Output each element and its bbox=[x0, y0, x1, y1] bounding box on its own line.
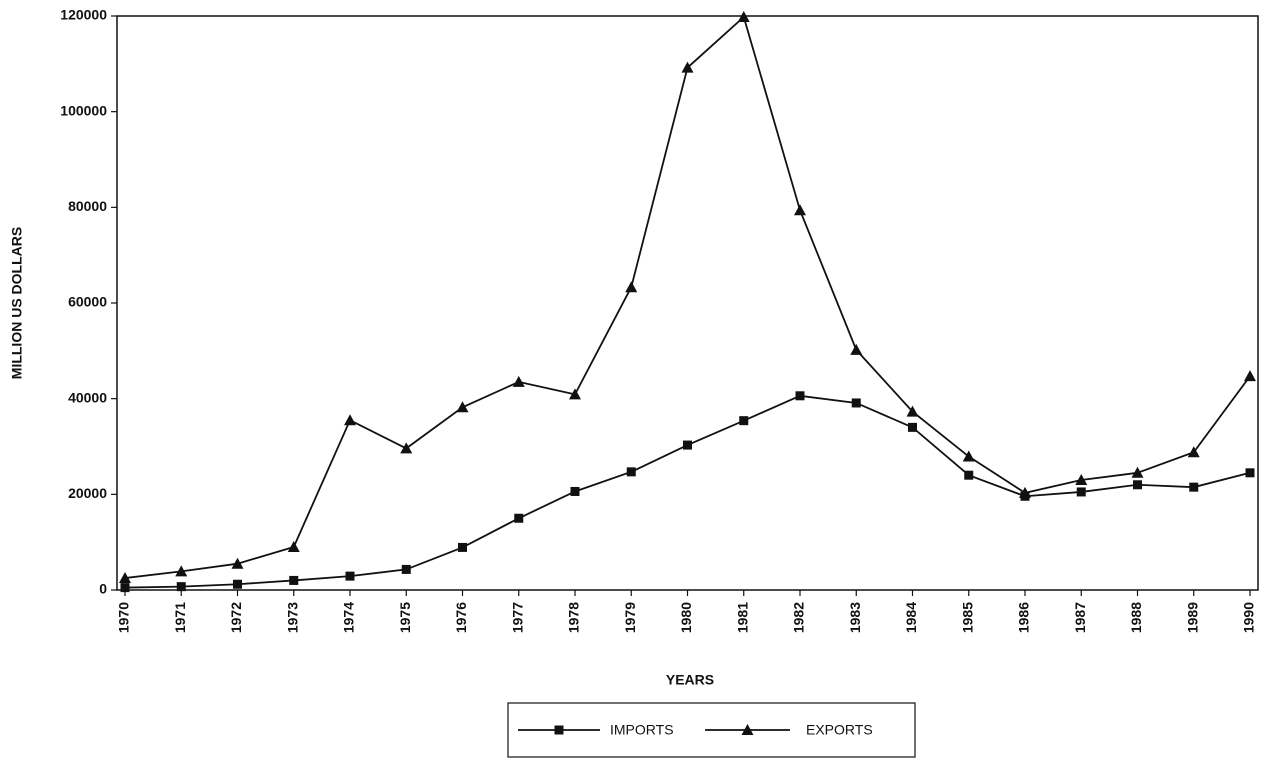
marker bbox=[289, 575, 299, 585]
marker bbox=[400, 442, 413, 454]
marker bbox=[233, 579, 242, 589]
marker bbox=[514, 513, 524, 523]
marker bbox=[570, 486, 580, 496]
marker bbox=[1244, 370, 1256, 382]
marker bbox=[345, 571, 355, 581]
plot-frame bbox=[116, 15, 1259, 591]
marker bbox=[964, 470, 974, 480]
x-tick-label: 1983 bbox=[847, 602, 863, 633]
marker bbox=[401, 564, 411, 574]
x-tick-label: 1977 bbox=[509, 602, 525, 633]
marker bbox=[176, 582, 186, 592]
marker bbox=[1075, 473, 1088, 485]
y-axis-label: MILLION US DOLLARS bbox=[9, 227, 25, 379]
x-tick-label: 1975 bbox=[397, 602, 413, 633]
x-tick-label: 1987 bbox=[1072, 602, 1088, 633]
marker bbox=[1245, 468, 1255, 478]
x-tick-label: 1970 bbox=[116, 602, 132, 633]
marker bbox=[554, 725, 564, 735]
x-tick-label: 1974 bbox=[341, 602, 357, 633]
x-tick-label: 1972 bbox=[228, 602, 244, 633]
x-tick-label: 1985 bbox=[959, 602, 975, 633]
marker bbox=[120, 583, 130, 593]
marker bbox=[741, 724, 754, 735]
y-tick-label: 100000 bbox=[60, 102, 107, 118]
x-tick-label: 1989 bbox=[1184, 602, 1200, 633]
legend-label: EXPORTS bbox=[806, 722, 873, 738]
marker bbox=[175, 565, 188, 577]
x-axis-label: YEARS bbox=[666, 672, 714, 688]
marker bbox=[119, 572, 131, 584]
marker bbox=[850, 343, 863, 355]
y-tick-label: 120000 bbox=[60, 7, 107, 23]
x-tick-label: 1990 bbox=[1241, 602, 1257, 633]
x-tick-label: 1984 bbox=[903, 602, 919, 633]
legend-box bbox=[507, 702, 916, 758]
y-tick-label: 0 bbox=[99, 581, 107, 597]
marker bbox=[683, 440, 692, 450]
marker bbox=[908, 422, 917, 432]
y-tick-label: 60000 bbox=[68, 294, 107, 310]
x-tick-label: 1982 bbox=[791, 602, 807, 633]
marker bbox=[1131, 466, 1144, 478]
marker bbox=[1133, 480, 1142, 490]
y-tick-label: 20000 bbox=[68, 485, 107, 501]
legend-label: IMPORTS bbox=[610, 722, 674, 738]
marker bbox=[287, 540, 300, 552]
marker bbox=[737, 10, 750, 22]
x-tick-label: 1976 bbox=[453, 602, 469, 633]
y-tick-label: 40000 bbox=[68, 389, 107, 405]
y-tick-label: 80000 bbox=[68, 198, 107, 214]
marker bbox=[962, 450, 975, 462]
marker bbox=[569, 388, 581, 400]
x-tick-label: 1986 bbox=[1016, 602, 1032, 633]
x-tick-label: 1980 bbox=[678, 602, 694, 633]
marker bbox=[851, 398, 861, 408]
marker bbox=[626, 467, 636, 477]
marker bbox=[795, 391, 805, 401]
marker bbox=[794, 204, 806, 216]
x-tick-label: 1981 bbox=[734, 602, 750, 633]
marker bbox=[1076, 487, 1086, 497]
x-tick-label: 1979 bbox=[622, 602, 638, 633]
marker bbox=[231, 557, 244, 569]
marker bbox=[625, 281, 638, 293]
marker bbox=[906, 405, 919, 417]
marker bbox=[739, 416, 749, 426]
x-tick-label: 1978 bbox=[566, 602, 582, 633]
marker bbox=[512, 375, 525, 387]
legend: IMPORTS EXPORTS bbox=[507, 702, 916, 758]
marker bbox=[458, 542, 467, 552]
marker bbox=[1019, 486, 1031, 498]
x-tick-label: 1971 bbox=[172, 602, 188, 633]
marker bbox=[1189, 482, 1199, 492]
marker bbox=[681, 61, 694, 73]
marker bbox=[344, 414, 356, 426]
marker bbox=[456, 401, 469, 413]
x-tick-label: 1973 bbox=[284, 602, 300, 633]
marker bbox=[1187, 446, 1200, 458]
x-tick-label: 1988 bbox=[1128, 602, 1144, 633]
